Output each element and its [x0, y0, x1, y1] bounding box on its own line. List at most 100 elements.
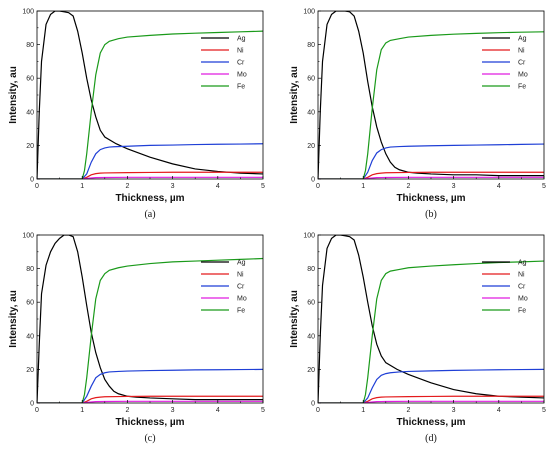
plot-frame — [36, 10, 264, 180]
x-tick-label: 3 — [452, 183, 456, 190]
y-tick-label: 20 — [307, 367, 315, 374]
y-axis-title: Intensity, au — [8, 66, 19, 124]
y-tick-label: 0 — [311, 401, 315, 408]
x-tick-label: 5 — [261, 183, 265, 190]
y-tick-label: 60 — [26, 76, 34, 83]
legend-label-Ag: Ag — [237, 260, 246, 267]
y-tick-label: 0 — [30, 177, 34, 184]
panel-caption: (a) — [144, 209, 155, 220]
x-axis-title: Thickness, µm — [115, 193, 184, 204]
y-tick-label: 80 — [26, 266, 34, 273]
legend-label-Fe: Fe — [237, 308, 245, 315]
chart-panel-d: 0 1 2 3 4 5 0 20 40 60 80 100 Thickness, µm Intensity… — [289, 233, 546, 445]
x-tick-label: 4 — [497, 183, 501, 190]
panel-caption: (c) — [144, 433, 155, 444]
y-tick-label: 100 — [303, 9, 315, 16]
y-tick-label: 100 — [22, 9, 34, 16]
legend-label-Ag: Ag — [518, 260, 527, 267]
x-tick-label: 3 — [171, 407, 175, 414]
x-tick-label: 2 — [406, 407, 410, 414]
y-tick-label: 80 — [26, 42, 34, 49]
y-tick-label: 60 — [307, 300, 315, 307]
y-tick-label: 40 — [26, 333, 34, 340]
x-tick-label: 1 — [361, 407, 365, 414]
x-tick-label: 1 — [80, 183, 84, 190]
y-tick-label: 20 — [26, 367, 34, 374]
y-tick-label: 80 — [307, 266, 315, 273]
series-line-Ni — [37, 171, 263, 179]
series-line-Ag — [37, 235, 263, 403]
y-tick-label: 100 — [303, 233, 315, 240]
y-tick-label: 60 — [307, 76, 315, 83]
series-line-Ni — [37, 395, 263, 403]
x-tick-label: 5 — [261, 407, 265, 414]
legend-label-Mo: Mo — [518, 72, 528, 79]
y-tick-label: 80 — [307, 42, 315, 49]
chart-panel-a: 0 1 2 3 4 5 0 20 40 60 80 100 Thickness, µm Intensity… — [8, 9, 265, 221]
series-line-Fe — [37, 257, 263, 403]
x-tick-label: 3 — [452, 407, 456, 414]
series-line-Ag — [318, 235, 544, 403]
legend-label-Cr: Cr — [518, 60, 526, 67]
x-tick-label: 1 — [361, 183, 365, 190]
x-axis-title: Thickness, µm — [396, 193, 465, 204]
x-tick-label: 3 — [171, 183, 175, 190]
x-tick-label: 2 — [406, 183, 410, 190]
legend-label-Fe: Fe — [237, 84, 245, 91]
y-tick-label: 100 — [22, 233, 34, 240]
series-line-Cr — [318, 143, 544, 179]
chart-panel-c: 0 1 2 3 4 5 0 20 40 60 80 100 Thickness, µm Intensity… — [8, 233, 265, 445]
legend-label-Cr: Cr — [237, 60, 245, 67]
legend-label-Cr: Cr — [518, 284, 526, 291]
y-axis-title: Intensity, au — [289, 290, 300, 348]
y-tick-label: 40 — [307, 333, 315, 340]
x-tick-label: 0 — [316, 407, 320, 414]
plot-frame — [317, 10, 545, 180]
legend-label-Ni: Ni — [518, 48, 525, 55]
x-axis-title: Thickness, µm — [115, 417, 184, 428]
y-tick-label: 0 — [311, 177, 315, 184]
series-line-Cr — [37, 368, 263, 403]
y-tick-label: 60 — [26, 300, 34, 307]
series-line-Fe — [318, 31, 544, 179]
series-line-Ag — [37, 11, 263, 179]
x-tick-label: 2 — [125, 407, 129, 414]
legend-label-Ni: Ni — [237, 48, 244, 55]
x-tick-label: 0 — [35, 407, 39, 414]
legend-label-Ag: Ag — [518, 36, 527, 43]
legend-label-Ag: Ag — [237, 36, 246, 43]
legend-label-Ni: Ni — [518, 272, 525, 279]
legend-label-Cr: Cr — [237, 284, 245, 291]
x-tick-label: 5 — [542, 183, 546, 190]
legend-label-Ni: Ni — [237, 272, 244, 279]
x-tick-label: 5 — [542, 407, 546, 414]
legend-label-Fe: Fe — [518, 308, 526, 315]
legend-label-Mo: Mo — [237, 72, 247, 79]
plot-frame — [317, 234, 545, 404]
panel-caption: (b) — [425, 209, 437, 220]
series-line-Cr — [37, 143, 263, 179]
x-axis-title: Thickness, µm — [396, 417, 465, 428]
y-axis-title: Intensity, au — [8, 290, 19, 348]
x-tick-label: 4 — [216, 183, 220, 190]
y-tick-label: 40 — [26, 109, 34, 116]
x-tick-label: 1 — [80, 407, 84, 414]
y-tick-label: 0 — [30, 401, 34, 408]
y-tick-label: 20 — [26, 143, 34, 150]
y-tick-label: 20 — [307, 143, 315, 150]
legend-label-Mo: Mo — [237, 296, 247, 303]
legend-label-Fe: Fe — [518, 84, 526, 91]
panel-caption: (d) — [425, 433, 437, 444]
x-tick-label: 2 — [125, 183, 129, 190]
y-axis-title: Intensity, au — [289, 66, 300, 124]
series-line-Fe — [37, 30, 263, 179]
series-line-Ag — [318, 11, 544, 179]
series-line-Ni — [318, 395, 544, 403]
x-tick-label: 0 — [316, 183, 320, 190]
x-tick-label: 4 — [216, 407, 220, 414]
series-line-Cr — [318, 368, 544, 403]
legend-label-Mo: Mo — [518, 296, 528, 303]
x-tick-label: 4 — [497, 407, 501, 414]
chart-panel-b: 0 1 2 3 4 5 0 20 40 60 80 100 Thickness, µm Intensity… — [289, 9, 546, 221]
